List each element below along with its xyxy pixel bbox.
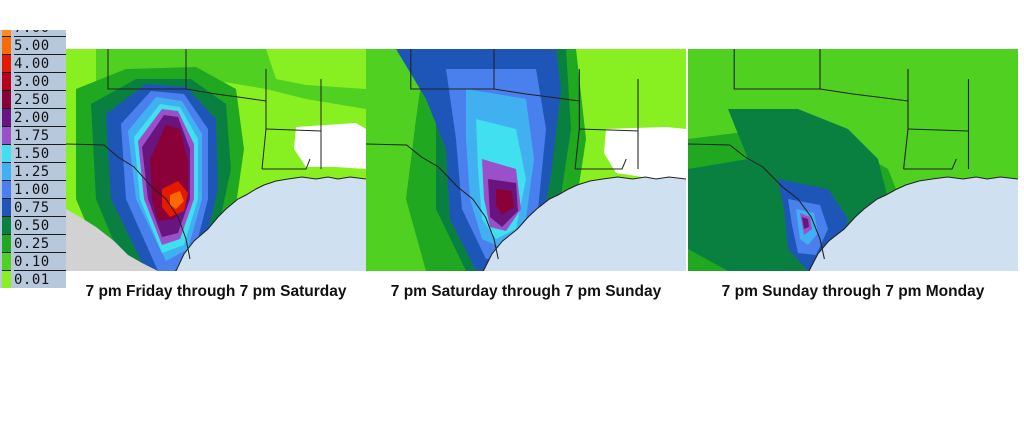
legend-swatch [2, 144, 11, 163]
legend-row: 0.75 [0, 198, 66, 217]
legend-swatch [2, 270, 11, 288]
caption-friday-saturday: 7 pm Friday through 7 pm Saturday [85, 283, 347, 300]
legend-swatch [2, 162, 11, 181]
legend-row: 2.50 [0, 90, 66, 109]
legend-label: 1.50 [14, 144, 66, 163]
legend-swatch [2, 54, 11, 73]
rainfall-map-friday-saturday [66, 49, 366, 271]
legend-label: 4.00 [14, 54, 66, 73]
legend-row: 5.00 [0, 36, 66, 55]
legend-row: 1.00 [0, 180, 66, 199]
legend-label: 0.50 [14, 216, 66, 235]
legend-swatch [2, 180, 11, 199]
legend-swatch [2, 126, 11, 145]
legend-swatch [2, 72, 11, 91]
legend-row: 0.01 [0, 270, 66, 288]
legend-swatch [2, 252, 11, 271]
legend-swatch [2, 216, 11, 235]
legend-label: 5.00 [14, 36, 66, 55]
legend-row: 2.00 [0, 108, 66, 127]
legend-row: 0.50 [0, 216, 66, 235]
legend-label: 1.25 [14, 162, 66, 181]
legend-row: 0.25 [0, 234, 66, 253]
rainfall-map-saturday-sunday [366, 49, 686, 271]
legend-swatch [2, 108, 11, 127]
legend-row: 1.75 [0, 126, 66, 145]
legend-swatch [2, 30, 11, 37]
rainfall-map-sunday-monday [688, 49, 1018, 271]
legend-swatch [2, 90, 11, 109]
rainfall-map-image [366, 49, 686, 271]
legend-label: 1.00 [14, 180, 66, 199]
legend-label: 2.00 [14, 108, 66, 127]
legend-row: 1.50 [0, 144, 66, 163]
legend-label: 2.50 [14, 90, 66, 109]
legend-label: 0.10 [14, 252, 66, 271]
caption-sunday-monday: 7 pm Sunday through 7 pm Monday [721, 283, 985, 300]
rainfall-map-image [688, 49, 1018, 271]
legend-row: 1.25 [0, 162, 66, 181]
legend-row: 0.10 [0, 252, 66, 271]
legend-label: 7.00 [14, 30, 66, 37]
legend-label: 0.75 [14, 198, 66, 217]
legend-label: 0.01 [14, 270, 66, 288]
legend-label: 3.00 [14, 72, 66, 91]
caption-saturday-sunday: 7 pm Saturday through 7 pm Sunday [390, 283, 662, 300]
legend-swatch [2, 234, 11, 253]
precipitation-legend: 7.005.004.003.002.502.001.751.501.251.00… [0, 30, 66, 288]
legend-swatch [2, 198, 11, 217]
legend-row: 4.00 [0, 54, 66, 73]
legend-row: 3.00 [0, 72, 66, 91]
legend-row: 7.00 [0, 30, 66, 37]
legend-swatch [2, 36, 11, 55]
legend-label: 1.75 [14, 126, 66, 145]
legend-label: 0.25 [14, 234, 66, 253]
rainfall-map-image [66, 49, 366, 271]
